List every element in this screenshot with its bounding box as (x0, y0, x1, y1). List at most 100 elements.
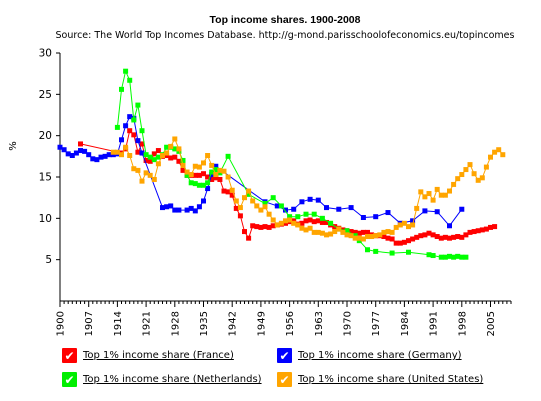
data-point (225, 153, 231, 159)
data-point (213, 167, 219, 173)
data-point (82, 148, 88, 154)
data-point (455, 253, 461, 259)
data-point (492, 224, 498, 230)
data-point (455, 176, 461, 182)
data-point (98, 154, 104, 160)
data-point (160, 205, 165, 211)
data-point (201, 160, 206, 166)
data-point (184, 169, 190, 175)
data-point (254, 224, 260, 230)
data-point (315, 218, 321, 224)
data-point (164, 204, 170, 210)
data-point (139, 141, 145, 147)
x-tick-label: 1921 (142, 311, 153, 336)
legend-item-germany[interactable]: ✔ Top 1% income share (Germany) (277, 348, 462, 363)
data-point (139, 128, 145, 134)
data-point (184, 172, 190, 178)
checkmark-icon: ✔ (62, 372, 77, 387)
data-point (246, 191, 252, 197)
data-point (311, 229, 317, 235)
data-point (168, 143, 174, 149)
data-point (213, 175, 219, 181)
x-tick-label: 1970 (343, 311, 354, 336)
data-point (127, 153, 133, 159)
data-point (184, 207, 190, 213)
data-point (328, 231, 334, 237)
data-point (176, 207, 182, 213)
data-point (442, 234, 448, 240)
data-point (307, 196, 313, 202)
chart-subtitle: Source: The World Top Incomes Database. … (56, 30, 515, 41)
data-point (463, 254, 469, 260)
x-tick-label: 1949 (256, 311, 267, 336)
data-point (147, 172, 153, 178)
data-point (438, 254, 444, 260)
data-point (188, 172, 194, 178)
data-point (430, 253, 436, 259)
x-tick-label: 1984 (400, 311, 411, 336)
y-tick-label: 30 (39, 48, 52, 60)
data-point (455, 234, 461, 240)
data-point (250, 198, 256, 204)
data-point (196, 204, 202, 210)
y-tick-label: 5 (45, 254, 52, 266)
data-point (299, 220, 305, 226)
data-point (291, 220, 297, 226)
data-point (172, 136, 178, 142)
data-point (283, 207, 288, 213)
data-point (151, 157, 157, 163)
data-point (401, 239, 407, 245)
data-point (303, 218, 309, 224)
data-point (205, 186, 211, 192)
data-point (237, 213, 243, 219)
data-point (139, 150, 145, 156)
data-point (488, 154, 493, 160)
data-point (418, 189, 424, 195)
data-point (69, 153, 75, 159)
y-tick-label: 10 (39, 213, 52, 225)
x-tick-label: 1935 (199, 311, 210, 336)
data-point (176, 158, 182, 164)
data-point (213, 163, 219, 169)
legend-item-united-states[interactable]: ✔ Top 1% income share (United States) (277, 372, 483, 387)
data-point (287, 217, 293, 223)
data-point (201, 198, 206, 204)
x-tick-label: 1991 (429, 311, 440, 336)
data-point (299, 199, 305, 205)
data-point (205, 180, 211, 186)
data-point (229, 187, 235, 193)
data-point (139, 178, 145, 184)
data-point (147, 154, 153, 160)
data-point (61, 147, 67, 153)
data-point (135, 138, 141, 144)
x-tick-label: 1907 (84, 311, 95, 336)
data-point (192, 172, 198, 178)
data-point (287, 214, 293, 220)
data-point (205, 174, 211, 180)
data-point (438, 235, 444, 241)
y-axis-label: % (8, 141, 19, 151)
data-point (373, 248, 379, 254)
data-point (119, 152, 124, 158)
data-point (426, 191, 432, 197)
legend-item-netherlands[interactable]: ✔ Top 1% income share (Netherlands) (62, 372, 262, 387)
data-point (315, 229, 321, 235)
data-point (360, 236, 366, 242)
data-point (209, 162, 215, 168)
data-point (110, 149, 116, 155)
data-point (459, 172, 465, 178)
data-point (488, 224, 493, 230)
data-point (127, 114, 133, 120)
data-point (418, 233, 424, 239)
data-point (315, 197, 321, 203)
data-point (160, 153, 165, 159)
data-point (192, 208, 198, 214)
legend-label-united-states: Top 1% income share (United States) (298, 374, 484, 385)
legend-item-france[interactable]: ✔ Top 1% income share (France) (62, 348, 234, 363)
data-point (135, 149, 141, 155)
data-point (381, 229, 387, 235)
x-tick-label: 1963 (314, 311, 325, 336)
data-point (258, 224, 264, 230)
legend-label-netherlands: Top 1% income share (Netherlands) (83, 374, 262, 385)
